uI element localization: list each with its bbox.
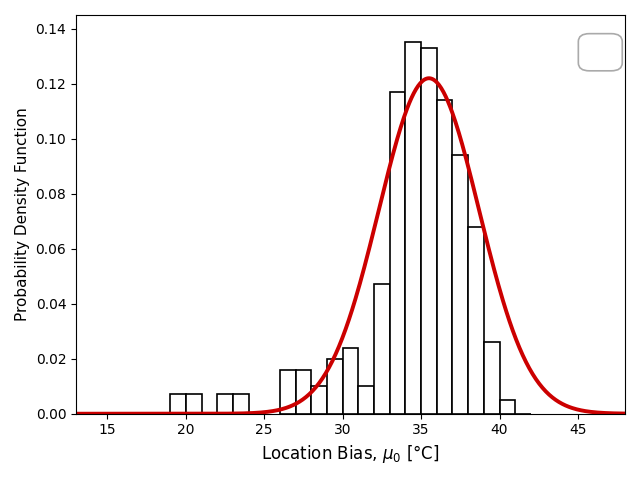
Bar <box>390 92 405 414</box>
Bar <box>311 386 327 414</box>
Bar <box>170 395 186 414</box>
Bar <box>484 342 500 414</box>
Bar <box>374 285 390 414</box>
Bar <box>421 48 436 414</box>
X-axis label: Location Bias, $\mu_0$ [°C]: Location Bias, $\mu_0$ [°C] <box>261 443 440 465</box>
Bar <box>468 227 484 414</box>
Bar <box>436 100 452 414</box>
Bar <box>280 370 296 414</box>
Bar <box>405 43 421 414</box>
Bar <box>358 386 374 414</box>
Bar <box>217 395 233 414</box>
Bar <box>452 155 468 414</box>
Y-axis label: Probability Density Function: Probability Density Function <box>15 108 30 321</box>
Bar <box>327 359 342 414</box>
Bar <box>342 348 358 414</box>
Bar <box>296 370 311 414</box>
Bar <box>500 400 515 414</box>
Bar <box>233 395 248 414</box>
FancyBboxPatch shape <box>579 34 622 71</box>
Bar <box>186 395 202 414</box>
